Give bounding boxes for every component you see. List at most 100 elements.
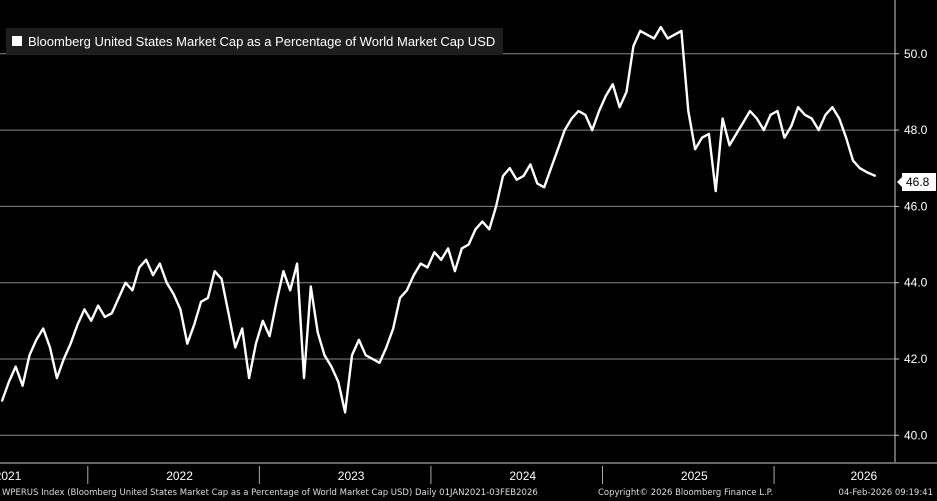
data-point <box>769 113 772 116</box>
data-point <box>419 262 422 265</box>
data-point <box>316 331 319 334</box>
legend-label: Bloomberg United States Market Cap as a … <box>28 33 496 49</box>
data-point <box>21 384 24 387</box>
data-point <box>598 110 600 112</box>
data-point <box>28 354 31 357</box>
data-point <box>268 335 271 338</box>
data-point <box>97 304 99 307</box>
x-axis: 2021 2022 2023 2024 2025 2026 <box>0 462 937 484</box>
data-point <box>831 106 834 109</box>
y-tick-label: 50.0 <box>904 47 928 61</box>
data-point <box>83 308 86 311</box>
footer-timestamp: 04-Feb-2026 09:19:41 <box>838 488 933 498</box>
data-point <box>646 33 648 36</box>
footer-copyright: Copyright© 2026 Bloomberg Finance L.P. <box>598 488 774 498</box>
data-point <box>488 228 491 231</box>
data-point <box>364 354 367 357</box>
data-point <box>275 300 278 303</box>
data-point <box>110 312 113 315</box>
data-point <box>467 243 470 246</box>
data-point <box>220 277 223 280</box>
data-point <box>707 132 710 135</box>
x-tick-label: 2021 <box>0 469 22 483</box>
data-point <box>385 346 388 349</box>
data-point <box>550 167 552 170</box>
data-point <box>852 159 854 162</box>
data-point <box>673 33 676 36</box>
data-point <box>625 91 628 93</box>
data-point <box>330 365 333 368</box>
data-point <box>515 178 518 181</box>
data-point <box>858 167 861 170</box>
data-point <box>749 110 751 112</box>
data-point <box>399 297 401 299</box>
data-point <box>460 247 463 250</box>
data-point <box>124 281 127 284</box>
data-point <box>810 117 813 120</box>
data-point <box>680 29 683 32</box>
data-point <box>632 45 635 48</box>
data-point <box>104 316 106 318</box>
data-point <box>241 327 244 330</box>
data-point <box>412 274 415 276</box>
data-point <box>255 342 257 345</box>
data-point <box>474 228 477 231</box>
data-point <box>694 148 697 151</box>
x-tick-label: 2025 <box>681 469 708 483</box>
data-point <box>392 327 395 330</box>
data-point <box>227 312 230 315</box>
legend: Bloomberg United States Market Cap as a … <box>6 28 504 54</box>
data-point <box>783 136 786 139</box>
data-point <box>728 144 731 147</box>
data-point <box>138 266 141 269</box>
data-point <box>35 339 38 341</box>
data-point <box>172 293 175 296</box>
data-point <box>303 377 305 379</box>
y-tick-label: 46.0 <box>904 199 928 213</box>
y-tick-label: 42.0 <box>904 352 928 366</box>
data-point <box>145 258 148 261</box>
data-point <box>351 354 353 357</box>
data-point <box>56 377 58 379</box>
data-point <box>371 358 374 360</box>
data-point <box>797 106 799 109</box>
data-point <box>49 346 51 349</box>
data-point <box>666 37 669 40</box>
x-tick-label: 2023 <box>338 469 365 483</box>
data-point <box>653 37 655 40</box>
data-point <box>618 106 621 109</box>
gridlines <box>0 53 895 436</box>
data-point <box>584 113 587 116</box>
data-point <box>1 400 3 402</box>
data-point <box>200 300 202 303</box>
series-line <box>0 25 876 414</box>
y-tick-label: 40.0 <box>904 428 928 442</box>
legend-swatch <box>12 36 22 46</box>
data-point <box>714 190 717 193</box>
y-tick-label: 44.0 <box>904 276 928 290</box>
data-point <box>357 339 360 341</box>
data-point <box>261 319 264 322</box>
data-point <box>756 117 758 120</box>
data-point <box>440 258 443 261</box>
data-point <box>659 26 662 28</box>
data-point <box>701 136 703 139</box>
data-point <box>762 129 765 131</box>
data-point <box>248 377 250 379</box>
data-point <box>206 297 209 299</box>
data-point <box>639 29 642 32</box>
last-value-label: 46.8 <box>902 173 936 191</box>
data-point <box>433 251 436 254</box>
data-point <box>193 323 196 326</box>
data-point <box>804 113 806 116</box>
data-point <box>522 174 525 177</box>
data-point <box>454 270 456 273</box>
data-point <box>344 411 347 414</box>
data-point <box>502 174 504 177</box>
data-point <box>447 247 449 250</box>
data-point <box>721 117 724 120</box>
data-point <box>508 167 511 170</box>
data-point <box>570 117 573 120</box>
data-point <box>289 289 292 292</box>
data-point <box>282 270 285 273</box>
